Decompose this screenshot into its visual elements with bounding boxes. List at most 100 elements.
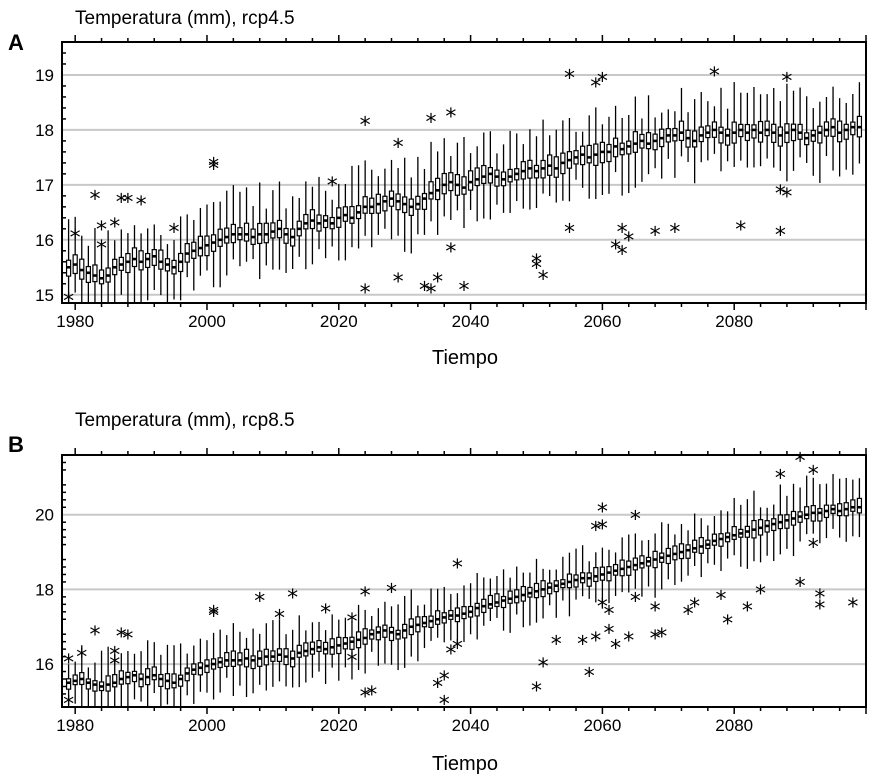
- panel-a-box: [349, 205, 355, 224]
- panel-b-outlier: *: [623, 629, 634, 654]
- panel-b-outlier: *: [590, 519, 601, 544]
- panel-b-outlier: *: [439, 668, 450, 693]
- panel-a-box: [487, 166, 494, 184]
- panel-a-box: [553, 156, 559, 178]
- panel-a-frame: [61, 41, 867, 304]
- panel-b-ytick-label: 18: [35, 580, 54, 599]
- panel-b-outlier: *: [808, 463, 819, 488]
- panel-b-outlier: *: [287, 586, 298, 611]
- panel-b-frame: [61, 454, 867, 708]
- panel-b-outlier: *: [590, 629, 601, 654]
- panel-a: A Temperatura (mm), rcp4.5 ******** *****…: [8, 8, 867, 369]
- panel-b-box: [421, 616, 428, 628]
- panel-b-outlier: *: [439, 692, 450, 717]
- panel-a-outlier: *: [136, 193, 147, 218]
- panel-a-outlier: *: [426, 111, 437, 136]
- panel-a-outlier: *: [122, 190, 133, 215]
- panel-a-box: [428, 181, 434, 200]
- panel-a-outlier: *: [735, 218, 746, 243]
- panel-b-outlier: *: [656, 625, 667, 650]
- panel-a-outlier: *: [445, 105, 456, 130]
- panel-b-outlier: *: [742, 599, 753, 624]
- panel-b-box: [500, 595, 507, 609]
- panel-a-outlier: *: [650, 223, 661, 248]
- panel-b-box: [507, 590, 513, 604]
- panel-a-box: [481, 164, 487, 185]
- panel-a-box: [145, 252, 151, 269]
- panel-a-outlier: *: [63, 289, 74, 314]
- panel-b-xtick-label: 2080: [715, 716, 753, 735]
- panel-a-outlier: *: [459, 278, 470, 303]
- panel-b-box: [474, 602, 480, 617]
- panel-b-outlier: *: [683, 603, 694, 628]
- panel-b-outlier: *: [650, 599, 661, 624]
- panel-a-box: [645, 132, 652, 150]
- panel-a-box: [474, 167, 480, 187]
- panel-b-outlier: *: [775, 466, 786, 491]
- panel-b-outlier: *: [452, 556, 463, 581]
- panel-a-xlabel: Tiempo: [432, 347, 498, 369]
- panel-a-outlier: *: [669, 221, 680, 246]
- panel-b-xtick-label: 1980: [56, 716, 94, 735]
- panel-a-outlier: *: [597, 69, 608, 94]
- panel-b-xtick-label: 2060: [583, 716, 621, 735]
- panel-b-outlier: *: [109, 644, 120, 669]
- panel-a-outlier: *: [109, 215, 120, 240]
- panel-a-outlier: *: [623, 229, 634, 254]
- panel-a-outlier: *: [169, 221, 180, 246]
- panel-a-box: [724, 128, 731, 146]
- panel-a-outlier: *: [208, 155, 219, 180]
- panel-b-outlier: *: [360, 584, 371, 609]
- panel-b-box: [237, 652, 243, 666]
- panel-a-box: [98, 269, 105, 285]
- panel-a-xtick-label: 2020: [320, 312, 358, 331]
- panel-b-outliers: ************** ***** ********** ********** *…: [63, 450, 858, 718]
- panel-b-outlier: *: [610, 636, 621, 661]
- panel-b-xtick-label: 2020: [320, 716, 358, 735]
- panel-a-letter: A: [8, 30, 24, 55]
- panel-b-outlier: *: [689, 595, 700, 620]
- panel-b-outlier: *: [208, 605, 219, 630]
- panel-b-outlier: *: [795, 575, 806, 600]
- panel-b-outlier: *: [847, 595, 858, 620]
- panel-b-box: [118, 670, 124, 685]
- panel-b-xtick-label: 2040: [452, 716, 490, 735]
- panel-a-box: [421, 192, 428, 210]
- panel-a-box: [197, 235, 204, 257]
- panel-b-box: [836, 503, 843, 517]
- panel-b-xtick-label: 2000: [188, 716, 226, 735]
- panel-a-outlier: *: [360, 281, 371, 306]
- panel-a-outlier: *: [531, 251, 542, 276]
- panel-b-box: [349, 636, 355, 650]
- panel-b-outlier: *: [346, 649, 357, 674]
- panel-b-box: [362, 628, 368, 645]
- panel-a-outlier: *: [617, 243, 628, 268]
- panel-a-box: [263, 222, 269, 244]
- panel-a-box: [817, 125, 823, 144]
- panel-a-outlier: *: [564, 67, 575, 92]
- panel-a-box: [362, 196, 368, 214]
- panel-b-outlier: *: [346, 610, 357, 635]
- panel-a-outlier: *: [445, 240, 456, 265]
- panel-a-xtick-label: 2080: [715, 312, 753, 331]
- panel-b-outlier: *: [432, 675, 443, 700]
- panel-b-outlier: *: [89, 623, 100, 648]
- panel-a-outlier: *: [617, 221, 628, 246]
- panel-b-outlier: *: [755, 582, 766, 607]
- panel-a-outlier: *: [781, 69, 792, 94]
- panel-b-outlier: *: [603, 621, 614, 646]
- panel-a-outlier: *: [96, 218, 107, 243]
- panel-a-xtick-label: 2060: [583, 312, 621, 331]
- panel-b-box: [593, 566, 599, 583]
- panel-a-box: [632, 131, 638, 153]
- panel-a-outlier: *: [419, 278, 430, 303]
- panel-a-box: [382, 195, 388, 212]
- panel-b-box: [692, 539, 698, 553]
- panel-a-box: [467, 170, 474, 191]
- panel-a-outlier: *: [360, 113, 371, 138]
- panel-b-box: [388, 626, 395, 642]
- panel-a-outlier: *: [393, 270, 404, 295]
- panel-b-xlabel: Tiempo: [432, 753, 498, 775]
